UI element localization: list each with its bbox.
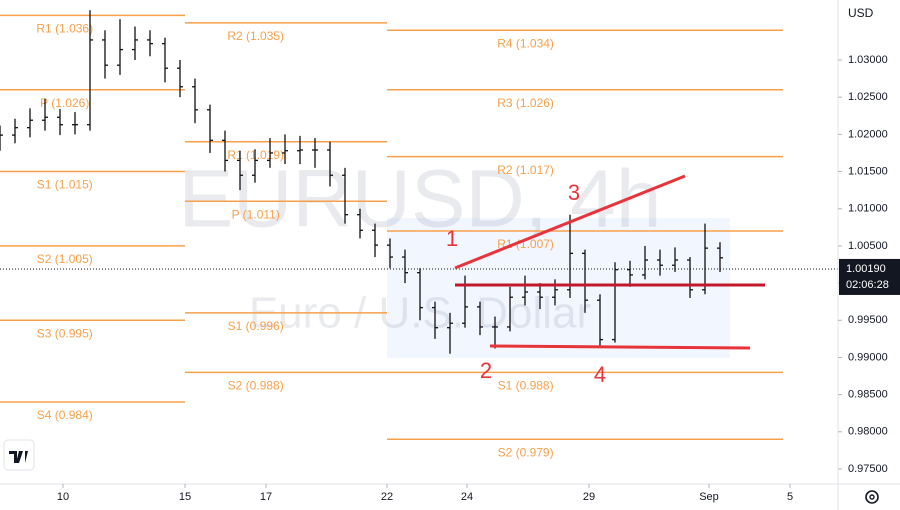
last-price-label: 1.00190	[846, 263, 886, 275]
y-tick-label: 1.01000	[848, 203, 888, 215]
x-tick-label: 10	[57, 491, 69, 503]
y-tick-label: 1.00500	[848, 240, 888, 252]
volume-profile-area	[387, 218, 730, 358]
x-tick-label: 17	[260, 491, 272, 503]
pivot-label: S2 (1.005)	[37, 252, 93, 266]
pivot-label: S1 (1.015)	[37, 178, 93, 192]
pivot-label: R4 (1.034)	[497, 36, 554, 50]
pivot-label: S1 (0.988)	[498, 378, 554, 392]
pivot-label: S2 (0.988)	[228, 378, 284, 392]
pivot-label: R2 (1.035)	[227, 29, 284, 43]
x-tick-label: 29	[583, 491, 595, 503]
x-tick-label: Sep	[699, 491, 719, 503]
pivot-label: S4 (0.984)	[37, 408, 93, 422]
y-tick-label: 0.99000	[848, 351, 888, 363]
y-tick-label: 1.02500	[848, 91, 888, 103]
wave-label: 1	[446, 226, 458, 251]
x-tick-label: 22	[381, 491, 393, 503]
settings-icon[interactable]	[865, 490, 879, 504]
pivot-label: S1 (0.996)	[228, 319, 284, 333]
y-tick-label: 1.03000	[848, 54, 888, 66]
pivot-label: P (1.011)	[232, 207, 280, 221]
plot: R1 (1.036) P (1.026) S1 (1.015) S2 (1.005) S…	[0, 10, 838, 459]
pivot-label: R2 (1.017)	[497, 163, 554, 177]
wave-label: 2	[480, 358, 492, 383]
y-tick-label: 0.99500	[848, 314, 888, 326]
y-tick-label: 0.97500	[848, 463, 888, 475]
countdown: 02:06:28	[846, 279, 889, 291]
pivot-label: S3 (0.995)	[37, 326, 93, 340]
x-tick-label: 15	[179, 491, 191, 503]
wave-label: 4	[594, 362, 606, 387]
currency[interactable]: USD	[848, 6, 874, 20]
y-tick-label: 1.02000	[848, 128, 888, 140]
y-tick-label: 0.98000	[848, 426, 888, 438]
x-tick-label: 24	[461, 491, 473, 503]
x-tick-label: 5	[787, 491, 793, 503]
pivot-label: S2 (0.979)	[498, 445, 554, 459]
watermark: EURUSD, 4h	[178, 154, 661, 245]
last-price-badge	[839, 258, 900, 295]
trend-line	[454, 174, 686, 270]
pivot-label: R1 (1.007)	[497, 237, 554, 251]
trend-line	[489, 344, 751, 350]
tv-logo	[3, 439, 35, 471]
y-tick-label: 1.01500	[848, 165, 888, 177]
y-tick-label: 0.98500	[848, 389, 888, 401]
pivot-label: R1 (1.036)	[36, 22, 93, 36]
pivot-label: P (1.026)	[40, 96, 89, 110]
wave-label: 3	[568, 180, 580, 205]
pivot-label: R3 (1.026)	[497, 96, 554, 110]
